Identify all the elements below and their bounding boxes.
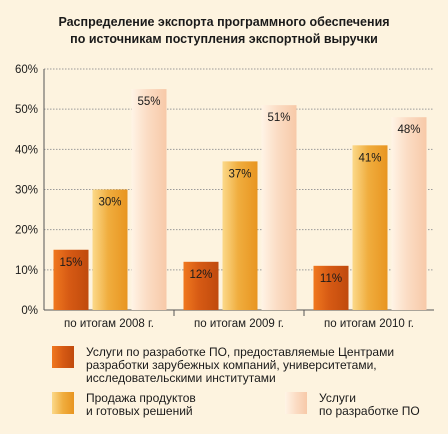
chart-title-line-1: Распределение экспорта программного обес…	[58, 15, 390, 29]
data-label: 15%	[59, 257, 82, 269]
legend-item-products: Продажа продуктов и готовых решений	[52, 392, 196, 418]
data-label: 11%	[320, 273, 342, 285]
data-label: 41%	[358, 152, 381, 164]
legend-line: Услуги по разработке ПО, предоставляемые…	[86, 345, 395, 359]
data-label: 48%	[397, 124, 420, 136]
bar	[261, 105, 297, 311]
legend-line: разработки зарубежных компаний, универси…	[86, 358, 377, 372]
legend-line: по разработке ПО	[319, 404, 420, 418]
bar	[313, 265, 349, 310]
x-tick-label: по итогам 2010 г.	[324, 318, 414, 330]
legend-label-development-services: Услуги по разработке ПО	[319, 392, 420, 418]
data-label: 37%	[228, 168, 251, 180]
y-tick-label: 0%	[21, 305, 38, 317]
legend-line: исследовательскими институтами	[86, 371, 276, 385]
legend-swatch-development-services	[285, 392, 307, 414]
bar	[131, 89, 167, 310]
legend-line: Услуги	[319, 391, 356, 405]
x-tick-label: по итогам 2009 г.	[194, 318, 284, 330]
chart-title-line-2: по источникам поступления экспортной выр…	[70, 32, 378, 46]
y-tick-label: 10%	[15, 265, 38, 277]
y-tick-label: 40%	[15, 144, 38, 156]
bar	[391, 117, 427, 310]
legend-line: Продажа продуктов	[86, 391, 196, 405]
data-label: 51%	[267, 112, 290, 124]
bar	[92, 189, 128, 310]
legend-swatch-products	[52, 392, 74, 414]
y-tick-label: 60%	[15, 64, 38, 76]
y-tick-label: 30%	[15, 185, 38, 197]
bar	[352, 145, 388, 310]
data-label: 30%	[98, 197, 121, 209]
y-tick-label: 20%	[15, 225, 38, 237]
y-tick-label: 50%	[15, 104, 38, 116]
legend-item-development-centers: Услуги по разработке ПО, предоставляемые…	[52, 346, 394, 385]
legend-item-development-services: Услуги по разработке ПО	[285, 392, 420, 418]
legend-label-products: Продажа продуктов и готовых решений	[86, 392, 196, 418]
bar	[183, 261, 219, 310]
x-tick-label: по итогам 2008 г.	[64, 318, 154, 330]
legend-swatch-development-centers	[52, 346, 74, 368]
bar	[222, 161, 258, 310]
bar	[53, 249, 89, 310]
data-label: 12%	[189, 269, 212, 281]
legend-line: и готовых решений	[86, 404, 193, 418]
data-label: 55%	[137, 96, 160, 108]
legend-label-development-centers: Услуги по разработке ПО, предоставляемые…	[86, 346, 394, 385]
chart-title: Распределение экспорта программного обес…	[0, 14, 448, 48]
